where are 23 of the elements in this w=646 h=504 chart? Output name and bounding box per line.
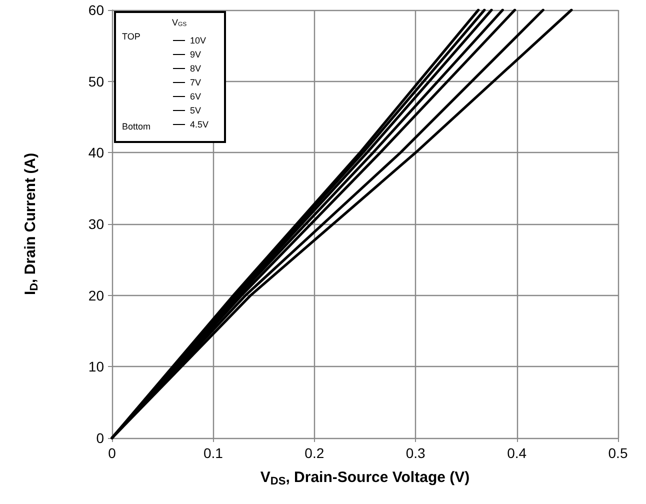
y-tick-label: 50 xyxy=(88,73,104,90)
x-tick-label: 0.5 xyxy=(608,445,628,461)
legend-label: 7V xyxy=(190,78,202,88)
y-tick-label: 10 xyxy=(88,358,104,375)
annotation: TOP xyxy=(122,32,140,42)
x-tick-label: 0.2 xyxy=(304,445,324,461)
legend-label: 6V xyxy=(190,92,202,102)
y-tick-label: 40 xyxy=(88,144,104,161)
y-tick-label: 30 xyxy=(88,216,104,232)
legend-label: 10V xyxy=(190,36,206,46)
legend-label: 9V xyxy=(190,50,202,60)
legend-label: 5V xyxy=(190,106,202,116)
legend-label: 8V xyxy=(190,64,202,74)
x-tick-label: 0 xyxy=(108,445,116,461)
x-tick-label: 0.4 xyxy=(507,445,527,461)
y-tick-label: 60 xyxy=(88,2,104,18)
y-tick-label: 0 xyxy=(96,430,104,446)
y-axis-title: ID, Drain Current (A) xyxy=(22,152,40,296)
y-tick-label: 20 xyxy=(88,287,104,304)
annotation: Bottom xyxy=(122,122,151,132)
legend-label: 4.5V xyxy=(190,120,209,130)
x-tick-label: 0.3 xyxy=(406,445,426,461)
x-tick-label: 0.1 xyxy=(203,445,224,461)
